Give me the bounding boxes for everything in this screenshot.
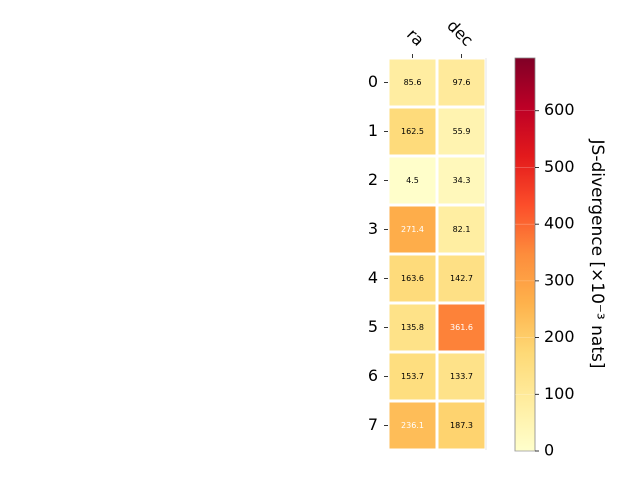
heatmap-cell — [389, 206, 436, 253]
colorbar-label: JS-divergence [×10⁻³ nats] — [587, 139, 607, 369]
cell-value-label: 133.7 — [450, 372, 473, 381]
cell-value-label: 153.7 — [401, 372, 424, 381]
cell-value-label: 4.5 — [406, 176, 419, 185]
heatmap-cell — [389, 402, 436, 449]
heatmap-cell — [389, 108, 436, 155]
heatmap-cells: 85.6 97.6 162.5 55.9 4.5 34.3 271.4 82.1 163.6 14… — [389, 59, 485, 449]
heatmap-cell — [438, 206, 485, 253]
colorbar-tick-label: 200 — [544, 327, 575, 346]
y-tick-label: 2 — [368, 170, 378, 189]
colorbar-ticks: 0 100 200 300 400 500 600 — [515, 100, 575, 460]
y-axis-ticks: 0 1 2 3 4 5 6 7 — [368, 72, 388, 434]
heatmap-cell — [438, 402, 485, 449]
x-tick-label: dec — [443, 16, 477, 50]
cell-value-label: 55.9 — [453, 127, 471, 136]
y-tick-label: 4 — [368, 268, 378, 287]
cell-value-label: 187.3 — [450, 421, 473, 430]
heatmap-cell — [389, 304, 436, 351]
colorbar-tick-label: 100 — [544, 384, 575, 403]
cell-value-label: 34.3 — [453, 176, 471, 185]
heatmap-cell — [438, 353, 485, 400]
colorbar-tick-label: 500 — [544, 157, 575, 176]
cell-value-label: 163.6 — [401, 274, 424, 283]
colorbar-gradient — [514, 57, 536, 452]
heatmap-cell — [389, 59, 436, 106]
heatmap-cell — [389, 353, 436, 400]
cell-value-label: 82.1 — [453, 225, 471, 234]
cell-value-label: 97.6 — [453, 78, 471, 87]
y-tick-label: 1 — [368, 121, 378, 140]
heatmap-cell — [438, 108, 485, 155]
colorbar-tick-label: 600 — [544, 100, 575, 119]
colorbar: 0 100 200 300 400 500 600 JS-divergence [×10⁻³… — [514, 57, 607, 460]
heatmap-cell — [438, 255, 485, 302]
cell-value-label: 271.4 — [401, 225, 424, 234]
y-tick-label: 6 — [368, 366, 378, 385]
cell-value-label: 85.6 — [404, 78, 422, 87]
cell-value-label: 236.1 — [401, 421, 424, 430]
heatmap-cell — [438, 59, 485, 106]
heatmap-cell — [389, 255, 436, 302]
heatmap-cell — [438, 304, 485, 351]
y-tick-label: 0 — [368, 72, 378, 91]
colorbar-tick-label: 0 — [544, 441, 554, 460]
cell-value-label: 361.6 — [450, 323, 473, 332]
heatmap-cell — [438, 157, 485, 204]
x-axis-ticks: ra dec — [403, 16, 477, 58]
heatmap-cell — [389, 157, 436, 204]
cell-value-label: 142.7 — [450, 274, 473, 283]
colorbar-tick-label: 300 — [544, 270, 575, 289]
y-tick-label: 3 — [368, 219, 378, 238]
x-tick-label: ra — [403, 25, 428, 50]
y-tick-label: 7 — [368, 415, 378, 434]
cell-value-label: 135.8 — [401, 323, 424, 332]
y-tick-label: 5 — [368, 317, 378, 336]
cell-value-label: 162.5 — [401, 127, 424, 136]
colorbar-tick-label: 400 — [544, 214, 575, 233]
